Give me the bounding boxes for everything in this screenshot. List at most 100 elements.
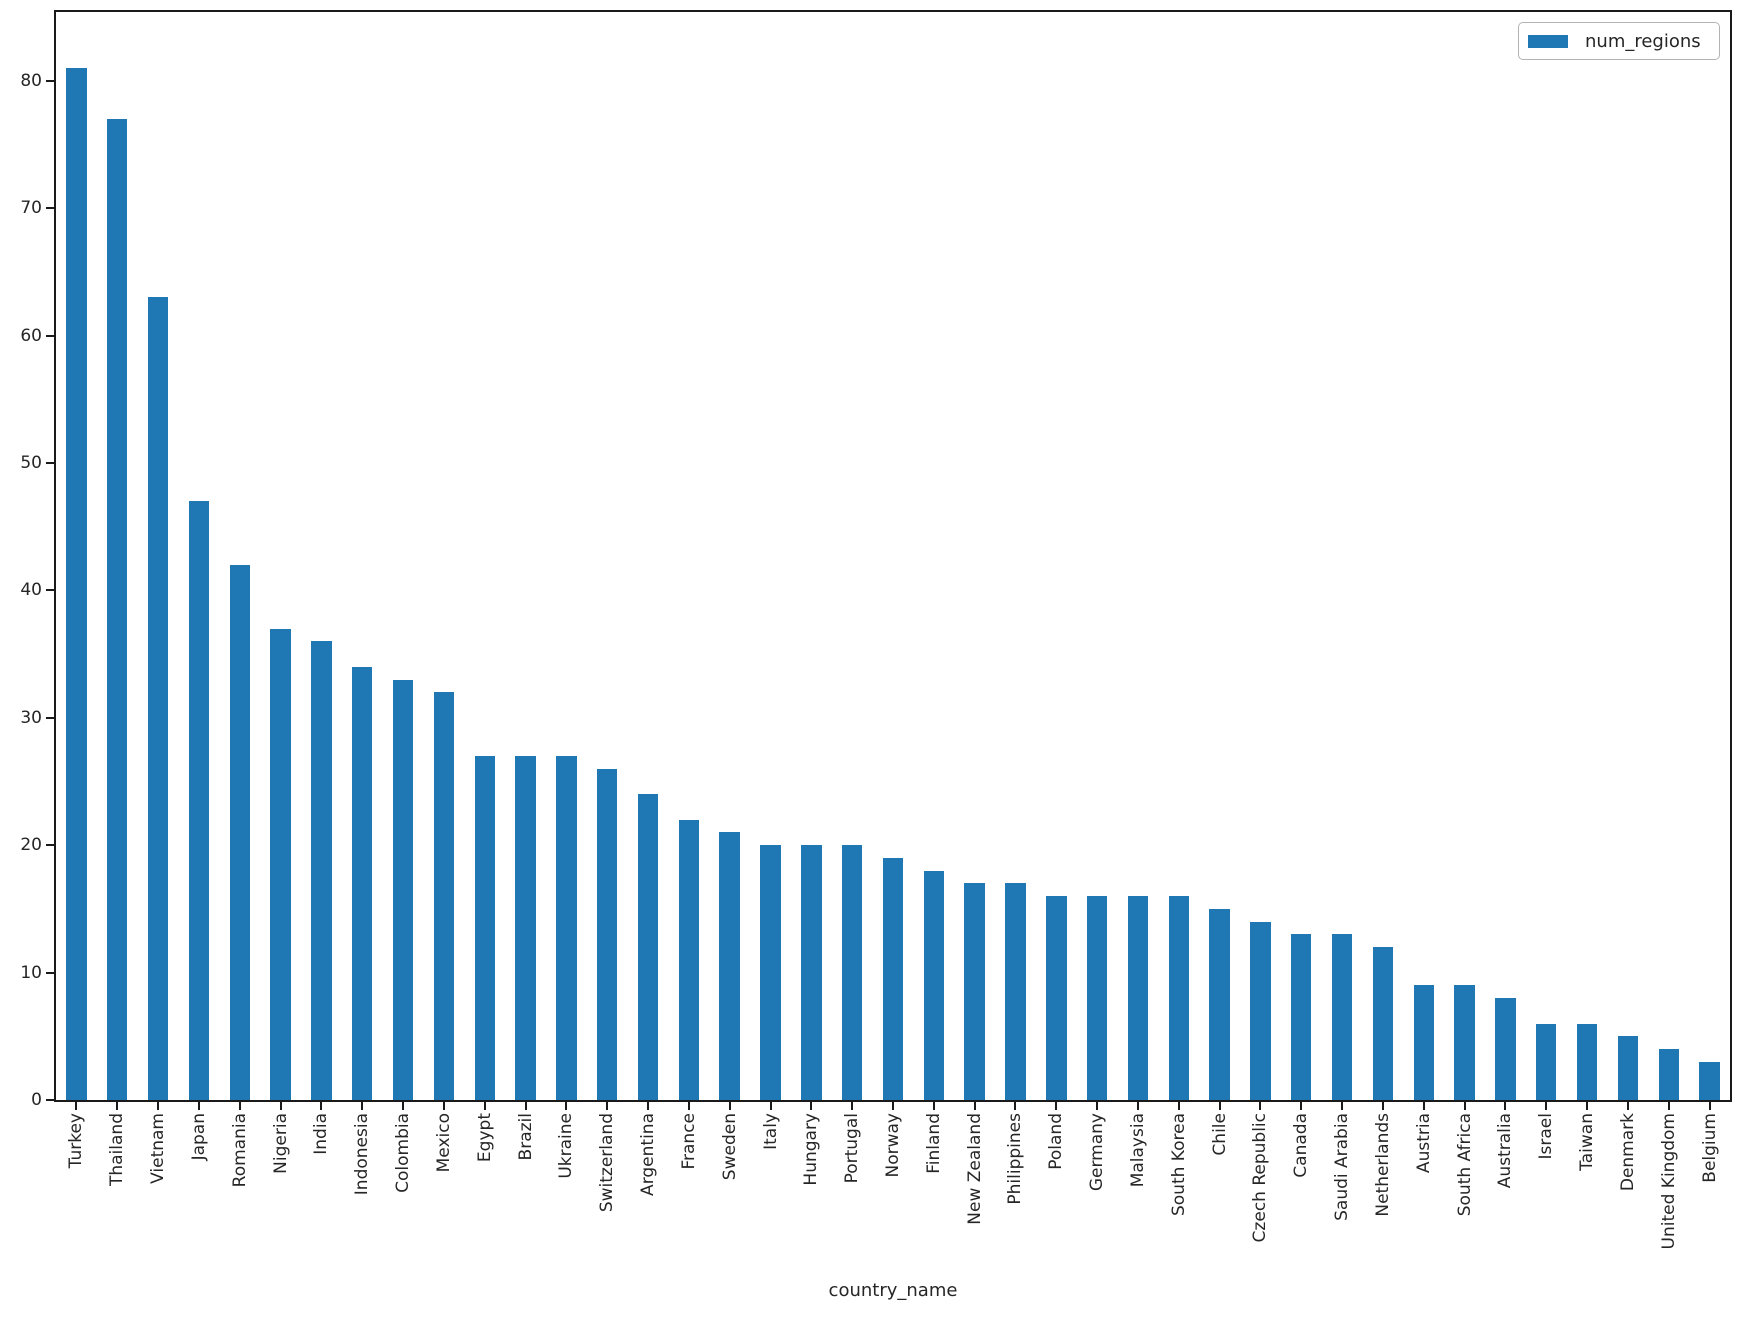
x-tick-label: Norway	[883, 1113, 903, 1178]
x-tick-label: Nigeria	[270, 1113, 291, 1174]
y-tick-mark	[46, 971, 54, 974]
x-axis-title: country_name	[828, 1280, 958, 1301]
bar	[270, 628, 291, 1100]
x-tick-mark	[810, 1102, 813, 1110]
y-tick-mark	[46, 1099, 54, 1101]
x-tick-mark	[728, 1102, 731, 1110]
x-tick-mark	[1300, 1102, 1303, 1110]
x-tick-mark	[442, 1102, 445, 1110]
x-tick-label: Italy	[760, 1113, 781, 1150]
x-tick-label: India	[311, 1113, 332, 1155]
y-tick-label: 50	[20, 452, 42, 473]
x-tick-mark	[197, 1102, 200, 1110]
bar	[1005, 883, 1026, 1100]
bar	[719, 832, 740, 1100]
bar	[392, 679, 414, 1100]
bar	[515, 756, 536, 1100]
y-tick-label: 40	[20, 580, 42, 601]
x-tick-label: South Korea	[1168, 1113, 1189, 1217]
bar	[1086, 896, 1108, 1100]
x-tick-mark	[1177, 1102, 1180, 1110]
x-tick-mark	[483, 1102, 486, 1110]
x-tick-label: Mexico	[433, 1113, 454, 1173]
y-tick-label: 30	[20, 707, 42, 728]
x-tick-label: Israel	[1536, 1113, 1557, 1160]
x-tick-label: United Kingdom	[1658, 1113, 1679, 1250]
x-tick-mark	[932, 1102, 935, 1110]
bar	[556, 756, 577, 1100]
x-tick-mark	[1341, 1102, 1344, 1110]
x-tick-label: Czech Republic	[1250, 1113, 1271, 1243]
x-tick-label: Egypt	[474, 1113, 495, 1163]
x-tick-label: Finland	[923, 1113, 944, 1174]
x-tick-mark	[1014, 1102, 1017, 1110]
x-tick-label: Canada	[1291, 1113, 1312, 1178]
x-tick-label: France	[678, 1113, 699, 1170]
x-tick-label: Taiwan	[1577, 1113, 1598, 1171]
bar	[66, 68, 87, 1100]
bar	[1127, 896, 1149, 1100]
bar	[433, 692, 455, 1100]
x-tick-label: Vietnam	[148, 1113, 169, 1184]
bar	[637, 794, 659, 1100]
bar	[882, 857, 904, 1100]
x-tick-label: Malaysia	[1127, 1113, 1148, 1188]
x-tick-mark	[1586, 1102, 1589, 1110]
x-tick-label: Sweden	[719, 1113, 740, 1181]
bar	[964, 883, 985, 1100]
bar	[229, 564, 250, 1100]
x-tick-mark	[279, 1102, 282, 1110]
bar	[1658, 1049, 1679, 1100]
x-tick-label: Brazil	[515, 1113, 536, 1161]
bar	[1495, 998, 1516, 1100]
x-tick-mark	[1055, 1102, 1058, 1110]
bar	[678, 819, 700, 1100]
y-tick-mark	[46, 461, 54, 464]
x-tick-mark	[402, 1102, 405, 1110]
bar	[147, 297, 169, 1100]
x-tick-label: Poland	[1046, 1113, 1067, 1170]
y-tick-mark	[46, 716, 54, 719]
bar	[1536, 1023, 1557, 1100]
x-tick-label: New Zealand	[964, 1113, 985, 1225]
bar	[1046, 896, 1067, 1100]
y-tick-label: 0	[31, 1090, 42, 1110]
x-tick-label: Turkey	[66, 1113, 87, 1169]
x-tick-mark	[851, 1102, 854, 1110]
x-tick-label: Saudi Arabia	[1332, 1113, 1353, 1221]
x-tick-mark	[1463, 1102, 1466, 1110]
x-tick-mark	[606, 1102, 609, 1110]
x-tick-label: Romania	[229, 1113, 250, 1188]
y-tick-mark	[46, 844, 54, 847]
y-tick-label: 60	[20, 325, 42, 346]
x-tick-mark	[1136, 1102, 1139, 1110]
y-tick-label: 70	[20, 198, 42, 219]
bar	[1209, 908, 1230, 1100]
bar	[1168, 896, 1189, 1100]
bar	[1291, 934, 1312, 1100]
x-tick-mark	[1504, 1102, 1507, 1110]
x-tick-mark	[1545, 1102, 1548, 1110]
x-tick-mark	[116, 1102, 119, 1110]
bar	[1331, 934, 1353, 1100]
x-tick-mark	[769, 1102, 772, 1110]
bar	[311, 641, 332, 1100]
y-tick-label: 10	[20, 962, 42, 983]
x-tick-mark	[320, 1102, 323, 1110]
x-tick-label: Netherlands	[1372, 1113, 1393, 1217]
x-tick-label: Indonesia	[352, 1113, 373, 1196]
bar	[1372, 947, 1394, 1100]
x-tick-mark	[1626, 1102, 1629, 1110]
bar	[1250, 921, 1271, 1100]
legend-color-swatch-icon	[1528, 34, 1568, 48]
bar	[352, 666, 373, 1100]
y-tick-label: 20	[20, 835, 42, 856]
x-tick-label: Hungary	[801, 1113, 822, 1186]
x-tick-label: Philippines	[1005, 1113, 1026, 1205]
x-tick-label: Chile	[1209, 1113, 1230, 1156]
y-tick-mark	[46, 334, 54, 337]
x-tick-mark	[687, 1102, 690, 1110]
x-tick-mark	[361, 1102, 364, 1110]
x-tick-mark	[157, 1102, 160, 1110]
